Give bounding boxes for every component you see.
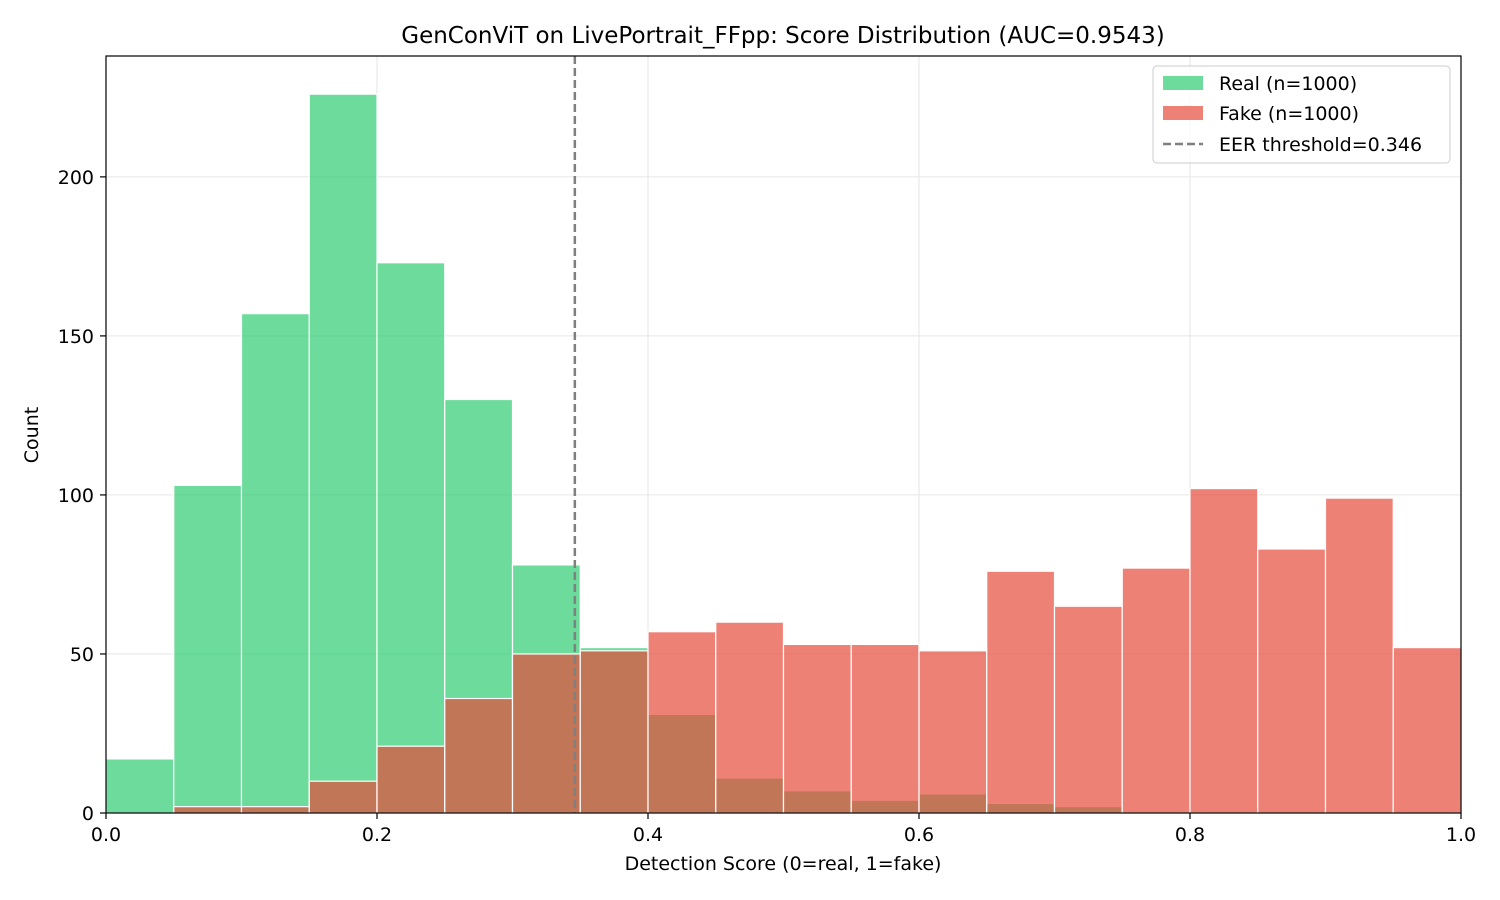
legend-swatch-real <box>1163 76 1203 90</box>
fake-bar <box>782 643 852 814</box>
legend-swatch-fake <box>1163 106 1203 120</box>
fake-bar <box>1121 567 1191 814</box>
y-tick-label: 0 <box>82 803 94 825</box>
real-bar <box>376 262 446 814</box>
fake-bar <box>1257 548 1327 814</box>
fake-bar <box>1324 497 1394 814</box>
y-tick-label: 50 <box>70 644 94 666</box>
fake-bar <box>918 650 988 814</box>
fake-bar <box>1189 487 1259 814</box>
plot-frame <box>105 55 1462 814</box>
fake-bar <box>444 697 514 814</box>
fake-bar <box>986 570 1056 814</box>
fake-bar <box>308 780 378 814</box>
real-bar <box>105 758 175 814</box>
fake-bar <box>647 631 717 814</box>
y-tick-label: 200 <box>58 167 94 189</box>
x-tick-label: 0.8 <box>1175 824 1205 846</box>
fake-bar <box>511 653 581 814</box>
legend: Real (n=1000) Fake (n=1000) EER threshol… <box>1152 65 1451 164</box>
real-bar <box>173 484 243 814</box>
fake-bars <box>173 487 1462 814</box>
x-tick-label: 0.6 <box>904 824 934 846</box>
fake-bar <box>850 643 920 814</box>
x-axis-ticks: 0.0 0.2 0.4 0.6 0.8 1.0 <box>91 813 1476 846</box>
y-tick-label: 150 <box>58 326 94 348</box>
y-axis-ticks: 0 50 100 150 200 <box>58 167 106 825</box>
legend-label-real: Real (n=1000) <box>1219 73 1357 95</box>
x-tick-label: 0.2 <box>362 824 392 846</box>
y-axis-label: Count <box>21 407 43 463</box>
fake-bar <box>173 806 243 814</box>
fake-bar <box>715 621 785 814</box>
legend-label-threshold: EER threshold=0.346 <box>1219 134 1422 156</box>
fake-bar <box>579 650 649 814</box>
fake-bar <box>1392 647 1462 814</box>
legend-box <box>1152 65 1451 164</box>
x-axis-label: Detection Score (0=real, 1=fake) <box>625 853 942 875</box>
y-tick-label: 100 <box>58 485 94 507</box>
real-bar <box>240 313 310 814</box>
x-tick-label: 0.4 <box>633 824 663 846</box>
x-tick-label: 1.0 <box>1446 824 1476 846</box>
real-bar <box>308 93 378 814</box>
chart-title: GenConViT on LivePortrait_FFpp: Score Di… <box>401 23 1164 49</box>
x-tick-label: 0.0 <box>91 824 121 846</box>
fake-bar <box>376 745 446 814</box>
fake-bar <box>240 806 310 814</box>
legend-label-fake: Fake (n=1000) <box>1219 103 1359 125</box>
fake-bar <box>1053 605 1123 814</box>
